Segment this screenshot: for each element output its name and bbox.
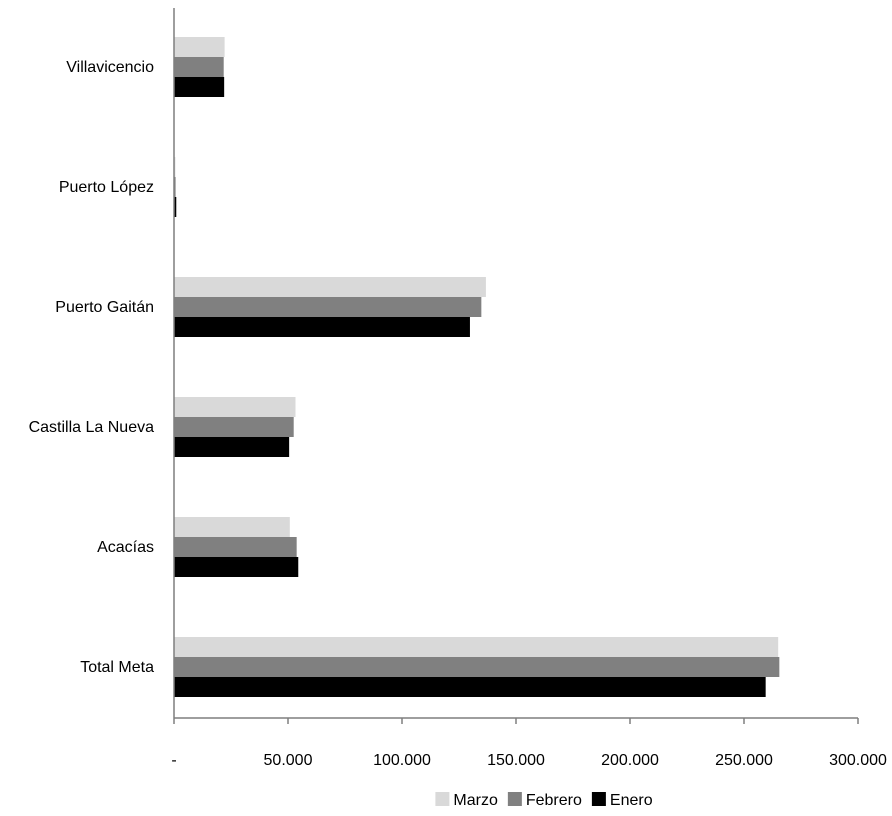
legend: Marzo Febrero Enero [435, 792, 653, 809]
x-tick-label: - [171, 752, 176, 769]
bar-puerto-lopez-enero [174, 197, 177, 217]
category-label-castilla-la-nueva: Castilla La Nueva [29, 419, 155, 436]
category-label-acacias: Acacías [97, 539, 154, 556]
bar-total-meta-marzo [174, 637, 779, 657]
x-tick-label: 200.000 [601, 752, 659, 769]
category-label-total-meta: Total Meta [80, 659, 154, 676]
bar-puerto-gaitan-enero [174, 317, 470, 337]
category-label-puerto-gaitan: Puerto Gaitán [55, 299, 154, 316]
bar-villavicencio-febrero [174, 57, 224, 77]
bar-castilla-la-nueva-enero [174, 437, 290, 457]
category-label-puerto-lopez: Puerto López [59, 179, 154, 196]
legend-swatch-febrero [507, 792, 522, 806]
legend-label-marzo: Marzo [453, 792, 498, 809]
bar-villavicencio-enero [174, 77, 225, 97]
bar-total-meta-enero [174, 677, 766, 697]
x-tick-label: 250.000 [715, 752, 773, 769]
bar-puerto-gaitan-febrero [174, 297, 482, 317]
bar-villavicencio-marzo [174, 37, 225, 57]
bar-acacias-marzo [174, 517, 290, 537]
bar-castilla-la-nueva-marzo [174, 397, 296, 417]
legend-label-enero: Enero [610, 792, 653, 809]
x-tick-label: 100.000 [373, 752, 431, 769]
legend-swatch-enero [591, 792, 606, 806]
legend-swatch-marzo [435, 792, 450, 806]
x-axis-ticks: - 50.000 100.000 150.000 200.000 250.000 300.0… [171, 718, 887, 769]
x-tick-label: 50.000 [264, 752, 313, 769]
x-tick-label: 150.000 [487, 752, 545, 769]
bars-group [174, 37, 780, 697]
bar-acacias-febrero [174, 537, 297, 557]
category-labels: Total Meta Acacías Castilla La Nueva Puerto… [29, 59, 155, 676]
bar-puerto-gaitan-marzo [174, 277, 486, 297]
bar-acacias-enero [174, 557, 299, 577]
x-tick-label: 300.000 [829, 752, 887, 769]
bar-castilla-la-nueva-febrero [174, 417, 294, 437]
legend-label-febrero: Febrero [526, 792, 582, 809]
category-label-villavicencio: Villavicencio [66, 59, 154, 76]
bar-total-meta-febrero [174, 657, 780, 677]
bar-puerto-lopez-febrero [174, 177, 176, 197]
